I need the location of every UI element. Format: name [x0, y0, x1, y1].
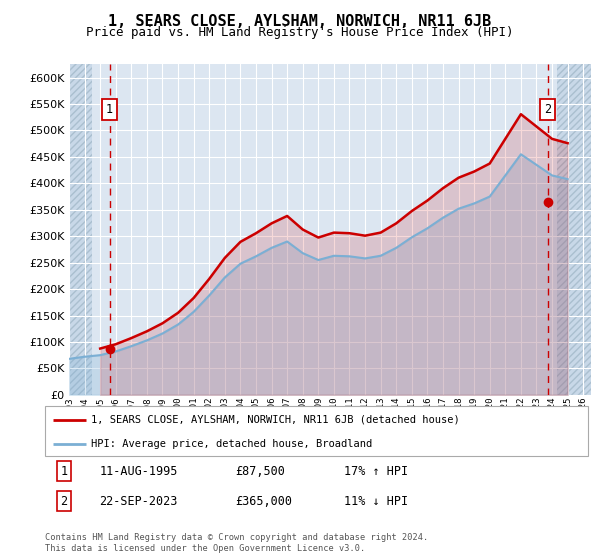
Text: Contains HM Land Registry data © Crown copyright and database right 2024.
This d: Contains HM Land Registry data © Crown c…	[45, 533, 428, 553]
Text: 1: 1	[61, 465, 68, 478]
Text: £87,500: £87,500	[235, 465, 285, 478]
Bar	[557, 64, 591, 395]
Text: 22-SEP-2023: 22-SEP-2023	[100, 494, 178, 508]
Bar	[69, 64, 92, 395]
Text: 1, SEARS CLOSE, AYLSHAM, NORWICH, NR11 6JB: 1, SEARS CLOSE, AYLSHAM, NORWICH, NR11 6…	[109, 14, 491, 29]
Bar	[69, 64, 92, 395]
Text: 2: 2	[544, 103, 551, 116]
Text: 17% ↑ HPI: 17% ↑ HPI	[344, 465, 408, 478]
Text: HPI: Average price, detached house, Broadland: HPI: Average price, detached house, Broa…	[91, 439, 373, 449]
Text: 1, SEARS CLOSE, AYLSHAM, NORWICH, NR11 6JB (detached house): 1, SEARS CLOSE, AYLSHAM, NORWICH, NR11 6…	[91, 414, 460, 424]
Text: 11-AUG-1995: 11-AUG-1995	[100, 465, 178, 478]
Text: 1: 1	[106, 103, 113, 116]
FancyBboxPatch shape	[45, 406, 588, 456]
Text: 11% ↓ HPI: 11% ↓ HPI	[344, 494, 408, 508]
Text: 2: 2	[61, 494, 68, 508]
Bar	[557, 64, 591, 395]
Text: Price paid vs. HM Land Registry's House Price Index (HPI): Price paid vs. HM Land Registry's House …	[86, 26, 514, 39]
Text: £365,000: £365,000	[235, 494, 292, 508]
